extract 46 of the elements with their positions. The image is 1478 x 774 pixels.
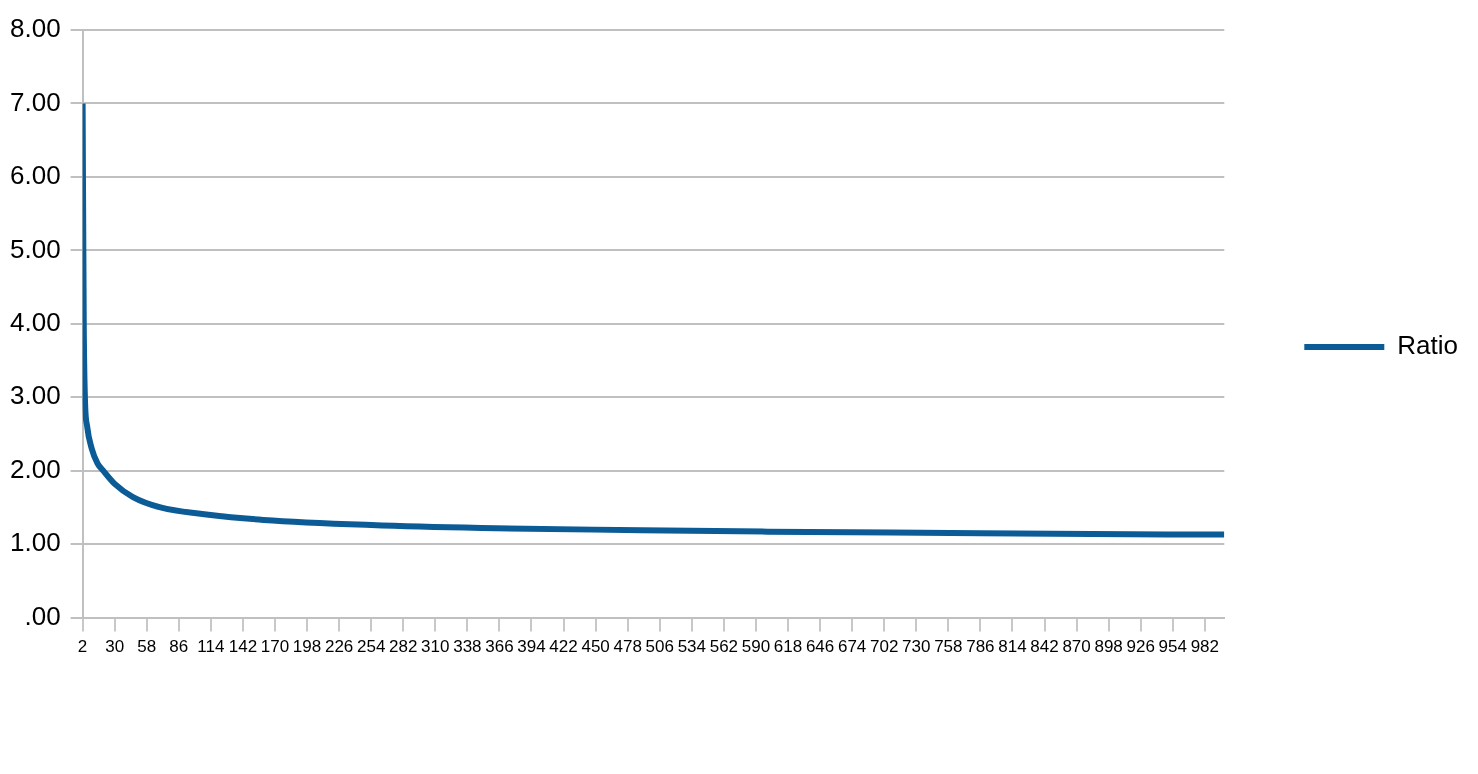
x-tick-label: 30 bbox=[105, 637, 125, 657]
x-tick-label: 254 bbox=[356, 637, 386, 657]
x-tick-label: 58 bbox=[137, 637, 157, 657]
y-tick-label: 5.00 bbox=[9, 233, 61, 264]
x-tick-label: 562 bbox=[709, 637, 739, 657]
x-tick-label: 142 bbox=[228, 637, 258, 657]
x-tick-label: 730 bbox=[902, 637, 931, 657]
y-tick-label: 3.00 bbox=[9, 380, 61, 411]
x-tick-label: 282 bbox=[389, 637, 418, 657]
x-tick-label: 338 bbox=[453, 637, 482, 657]
x-tick-label: 870 bbox=[1062, 637, 1091, 657]
x-tick-label: 702 bbox=[870, 637, 899, 657]
x-tick-label: 646 bbox=[805, 637, 835, 657]
x-tick-label: 534 bbox=[677, 637, 706, 657]
x-tick-label: 114 bbox=[197, 637, 225, 657]
x-tick-label: 86 bbox=[169, 637, 189, 657]
x-tick-label: 786 bbox=[966, 637, 995, 657]
x-tick-label: 982 bbox=[1190, 637, 1220, 657]
x-tick-label: 618 bbox=[773, 637, 803, 657]
x-tick-label: 450 bbox=[581, 637, 610, 657]
x-tick-label: 926 bbox=[1126, 637, 1155, 657]
x-tick-label: 366 bbox=[485, 637, 514, 657]
x-tick-label: 506 bbox=[645, 637, 674, 657]
x-tick-label: 674 bbox=[837, 637, 867, 657]
y-tick-label: 1.00 bbox=[9, 527, 61, 558]
x-tick-label: 422 bbox=[549, 637, 578, 657]
y-tick-label: 7.00 bbox=[9, 86, 61, 117]
x-tick-label: 170 bbox=[260, 637, 290, 657]
x-tick-label: 758 bbox=[934, 637, 963, 657]
x-tick-label: 394 bbox=[517, 637, 546, 657]
y-tick-label: .00 bbox=[24, 600, 61, 631]
x-tick-label: 954 bbox=[1158, 637, 1187, 657]
x-tick-label: 590 bbox=[741, 637, 771, 657]
y-tick-label: 4.00 bbox=[9, 306, 61, 337]
x-tick-label: 898 bbox=[1094, 637, 1123, 657]
x-tick-label: 226 bbox=[324, 637, 354, 657]
y-tick-label: 8.00 bbox=[9, 13, 61, 44]
legend-label: Ratio bbox=[1397, 330, 1459, 361]
x-tick-label: 198 bbox=[292, 637, 322, 657]
y-tick-label: 6.00 bbox=[9, 160, 61, 191]
y-tick-label: 2.00 bbox=[9, 453, 61, 484]
x-tick-label: 814 bbox=[998, 637, 1027, 657]
x-tick-label: 310 bbox=[421, 637, 450, 657]
x-tick-label: 842 bbox=[1030, 637, 1059, 657]
x-tick-label: 478 bbox=[613, 637, 642, 657]
x-tick-label: 2 bbox=[77, 637, 88, 657]
